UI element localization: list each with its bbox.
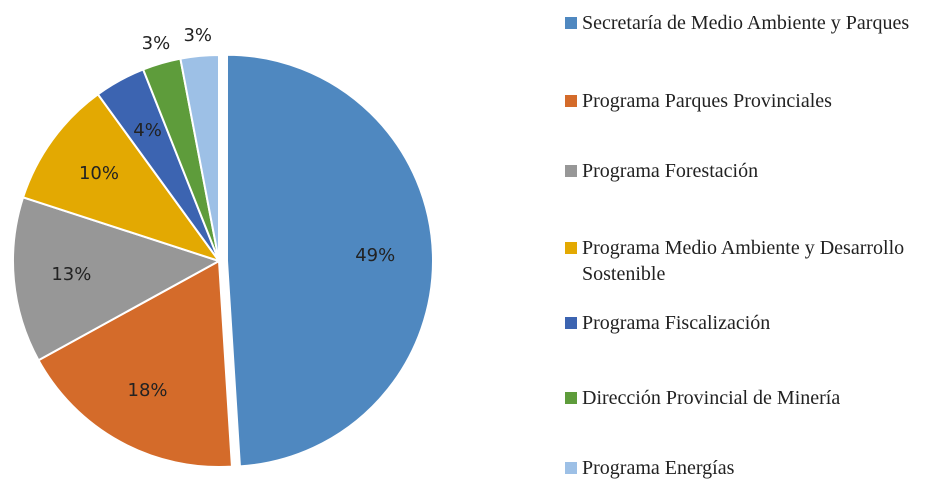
legend-item: Dirección Provincial de Minería — [565, 385, 882, 411]
legend-label: Programa Fiscalización — [582, 312, 771, 334]
legend-label: Secretaría de Medio Ambiente y Parques — [582, 12, 910, 34]
legend-label: Programa Forestación — [582, 160, 759, 182]
chart: 49% 18% 13% 10% 4% 3% 3% — [12, 25, 434, 468]
legend-item: Secretaría de Medio Ambiente y Parques — [565, 10, 922, 36]
pie-slice — [21, 92, 222, 263]
pie-slice — [179, 53, 220, 262]
legend-item: Programa Energías — [565, 455, 948, 481]
legend-label: Programa Medio Ambiente y Desarrollo Sos… — [582, 237, 905, 285]
data-label: 18% — [128, 380, 168, 401]
legend-item: Programa Medio Ambiente y Desarrollo Sos… — [565, 235, 912, 287]
legend-item: Programa Fiscalización — [565, 310, 948, 336]
legend-swatch — [565, 242, 577, 254]
legend-label: Programa Energías — [582, 457, 735, 479]
legend-label: Dirección Provincial de Minería — [582, 387, 841, 409]
pie-slice — [225, 53, 434, 468]
legend-item: Programa Forestación — [565, 158, 948, 184]
legend-swatch — [565, 17, 577, 29]
legend-label: Programa Parques Provinciales — [582, 90, 832, 112]
legend-swatch — [565, 392, 577, 404]
data-label: 49% — [355, 245, 395, 266]
legend-swatch — [565, 317, 577, 329]
legend-swatch — [565, 165, 577, 177]
legend-item: Programa Parques Provinciales — [565, 88, 948, 114]
data-label: 3% — [183, 25, 212, 46]
pie-slice — [37, 259, 233, 468]
legend-swatch — [565, 462, 577, 474]
data-label: 4% — [133, 120, 162, 141]
data-label: 13% — [51, 264, 91, 285]
legend-swatch — [565, 95, 577, 107]
pie-slice — [12, 196, 222, 362]
data-label: 10% — [79, 163, 119, 184]
data-label: 3% — [142, 33, 171, 54]
